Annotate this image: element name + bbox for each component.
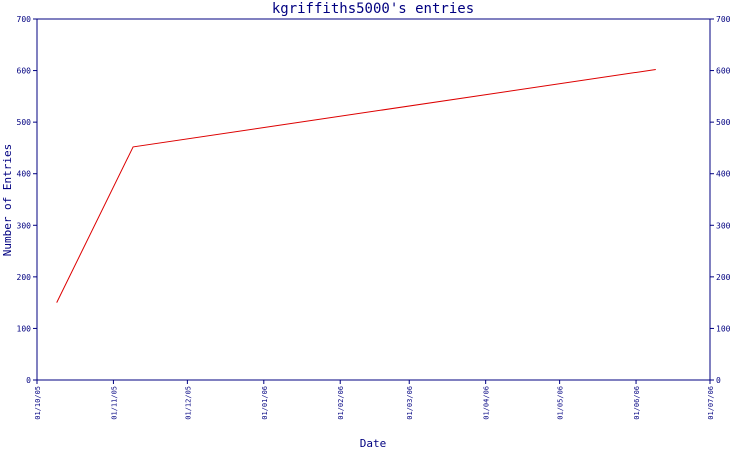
y-tick-label-left: 0 [26, 376, 31, 385]
x-tick-label: 01/07/06 [707, 386, 715, 420]
y-tick-label-right: 400 [716, 170, 731, 179]
x-tick-label: 01/01/06 [261, 386, 269, 420]
y-tick-label-right: 600 [716, 67, 731, 76]
y-axis-label: Number of Entries [1, 144, 14, 257]
y-tick-label-left: 600 [17, 67, 32, 76]
plot-area [36, 18, 711, 381]
chart-title: kgriffiths5000's entries [272, 1, 474, 17]
x-axis-label: Date [360, 437, 387, 450]
y-tick-label-left: 500 [17, 118, 32, 127]
x-tick-label: 01/12/05 [184, 386, 192, 420]
x-tick-label: 01/03/06 [406, 386, 414, 420]
y-tick-label-left: 200 [17, 273, 32, 282]
y-tick-label-left: 300 [17, 221, 32, 230]
series-layer [56, 69, 656, 303]
x-tick-label: 01/02/06 [337, 386, 345, 420]
y-tick-label-right: 100 [716, 324, 731, 333]
x-tick-label: 01/04/06 [483, 386, 491, 420]
y-tick-label-left: 400 [17, 170, 32, 179]
y-tick-label-right: 500 [716, 118, 731, 127]
x-tick-label: 01/06/06 [633, 386, 641, 420]
y-tick-label-right: 700 [716, 15, 731, 24]
y-tick-label-left: 700 [17, 15, 32, 24]
x-tick-label: 01/05/06 [557, 386, 565, 420]
x-tick-label: 01/10/05 [34, 386, 42, 420]
x-tick-label: 01/11/05 [110, 386, 118, 420]
x-axis: 01/10/05 01/11/05 01/12/05 01/01/06 01/02/06… [34, 380, 715, 420]
y-tick-label-right: 200 [716, 273, 731, 282]
y-tick-label-right: 300 [716, 221, 731, 230]
y-tick-label-right: 0 [716, 376, 721, 385]
series-line [56, 69, 656, 303]
y-tick-label-left: 100 [17, 324, 32, 333]
y-axis: 0 0 100 100 200 200 300 300 400 400 500 500 600 600 70… [17, 15, 731, 385]
